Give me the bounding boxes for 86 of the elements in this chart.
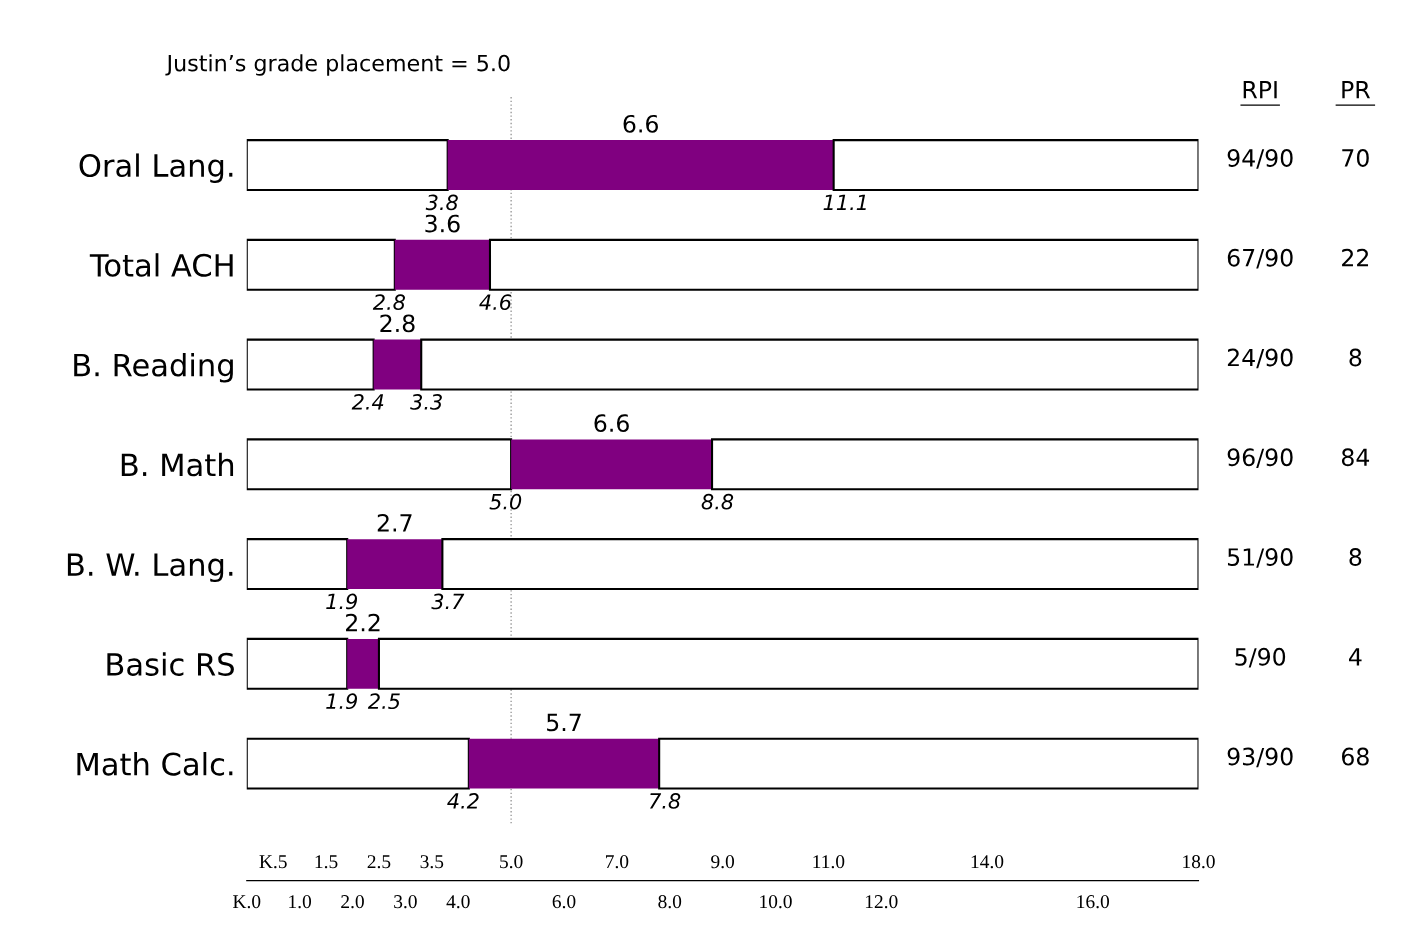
bar xyxy=(347,638,379,689)
annotation: 3.8 xyxy=(425,194,458,211)
bar xyxy=(832,139,1199,192)
annotation: 4.2 xyxy=(447,793,479,809)
bar xyxy=(711,438,1199,491)
x2-tick-label: K.5 xyxy=(259,855,287,869)
annotation: 5.0 xyxy=(489,493,522,510)
text: 70 xyxy=(1342,149,1369,167)
x2-tick-label: 1.5 xyxy=(315,855,338,869)
annotation: 3.3 xyxy=(410,394,442,410)
annotation: 3.6 xyxy=(425,214,460,233)
bar xyxy=(394,239,490,290)
x-tick-label: 1.0 xyxy=(289,895,312,909)
text: 96/90 xyxy=(1227,448,1293,469)
y-tick-label: Math Calc. xyxy=(77,752,233,776)
x2-tick-label: 5.0 xyxy=(500,855,523,869)
bar xyxy=(377,637,1199,690)
bar xyxy=(373,339,422,390)
annotation: 5.7 xyxy=(547,713,581,732)
y-tick-label: B. Math xyxy=(121,452,234,477)
text: 93/90 xyxy=(1227,747,1293,768)
text: 5/90 xyxy=(1235,647,1286,668)
bar xyxy=(246,737,470,790)
bar xyxy=(488,238,1199,291)
x2-tick-label: 18.0 xyxy=(1183,855,1215,869)
annotation: 4.6 xyxy=(479,294,512,311)
bar xyxy=(420,338,1199,391)
bar xyxy=(347,539,443,590)
text: 8 xyxy=(1349,548,1362,566)
x-tick-label: 10.0 xyxy=(760,895,792,909)
x-tick-label: K.0 xyxy=(233,895,261,909)
text: 94/90 xyxy=(1227,149,1293,169)
bar xyxy=(447,140,834,190)
ref-line-label: Justin’s grade placement = 5.0 xyxy=(165,54,510,76)
text: 67/90 xyxy=(1227,248,1293,269)
bar xyxy=(246,637,349,690)
annotation: 1.9 xyxy=(326,693,358,710)
annotation: 7.8 xyxy=(650,793,681,809)
category-label: PR xyxy=(1342,81,1371,99)
x-tick-label: 2.0 xyxy=(341,895,364,909)
annotation: 2.5 xyxy=(367,693,400,710)
x2-tick-label: 11.0 xyxy=(813,855,845,869)
x-tick-label: 3.0 xyxy=(394,895,417,909)
bar xyxy=(246,338,375,391)
text: 51/90 xyxy=(1227,548,1293,568)
x-tick-label: 12.0 xyxy=(865,895,898,909)
x-tick-label: 4.0 xyxy=(446,895,470,909)
x2-tick-label: 2.5 xyxy=(367,855,391,869)
y-tick-label: B. W. Lang. xyxy=(67,553,233,583)
x-tick-label: 6.0 xyxy=(552,895,576,909)
bar xyxy=(658,737,1199,790)
annotation: 2.4 xyxy=(351,394,384,410)
annotation: 8.8 xyxy=(701,493,734,510)
text: 68 xyxy=(1341,747,1369,766)
annotation: 2.7 xyxy=(377,513,412,532)
x2-tick-label: 3.5 xyxy=(420,855,444,869)
x2-tick-label: 7.0 xyxy=(606,855,629,869)
text: 4 xyxy=(1349,648,1362,666)
bar xyxy=(468,738,660,789)
y-tick-label: Basic RS xyxy=(107,652,234,676)
bar xyxy=(441,538,1199,591)
y-tick-label: B. Reading xyxy=(74,352,233,383)
text: 84 xyxy=(1341,448,1370,467)
text: 24/90 xyxy=(1227,348,1293,369)
x-tick-label: 16.0 xyxy=(1077,895,1110,909)
x2-tick-label: 9.0 xyxy=(711,855,735,869)
y-tick-label: Oral Lang. xyxy=(79,153,233,183)
x2-tick-label: 14.0 xyxy=(971,855,1004,869)
text: 8 xyxy=(1349,348,1362,367)
bar xyxy=(246,139,449,192)
text: 22 xyxy=(1342,248,1369,267)
annotation: 6.6 xyxy=(594,414,629,433)
bar xyxy=(246,238,396,291)
bar xyxy=(246,438,513,491)
annotation: 6.6 xyxy=(623,114,658,133)
annotation: 2.8 xyxy=(372,294,406,311)
annotation: 1.9 xyxy=(326,593,358,610)
annotation: 2.2 xyxy=(346,613,380,632)
annotation: 3.7 xyxy=(431,593,465,610)
x-tick-label: 8.0 xyxy=(658,895,682,909)
annotation: 2.8 xyxy=(380,314,415,333)
y-tick-label: Total ACH xyxy=(89,253,233,277)
bar xyxy=(511,439,713,490)
category-label: RPI xyxy=(1243,81,1277,99)
annotation: 11.1 xyxy=(823,194,866,210)
bar xyxy=(246,538,349,591)
